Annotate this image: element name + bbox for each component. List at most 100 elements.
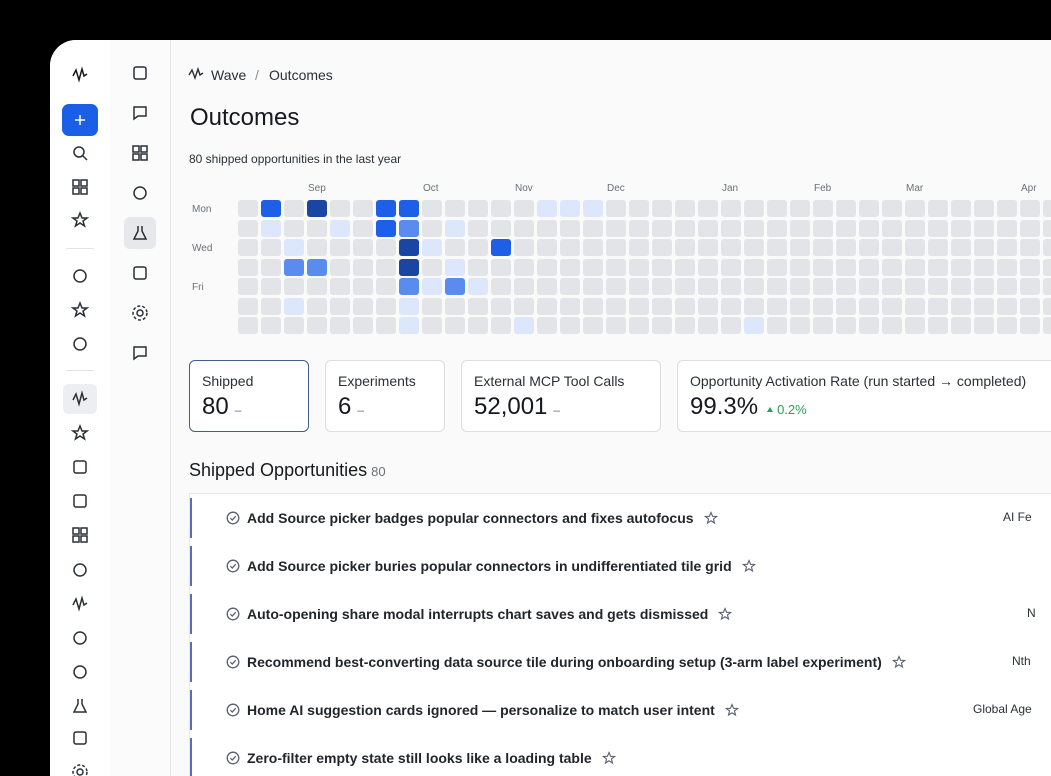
heatmap-cell — [721, 200, 741, 217]
row-title: Add Source picker badges popular connect… — [247, 510, 718, 526]
heatmap-cell — [767, 200, 787, 217]
row-title: Auto-opening share modal interrupts char… — [247, 606, 733, 622]
favorite-star[interactable] — [703, 511, 718, 525]
heatmap-cell — [238, 258, 258, 276]
heatmap-cell — [859, 278, 879, 295]
nav-icon[interactable] — [131, 224, 149, 242]
nav-icon[interactable] — [71, 335, 89, 353]
nav-icon[interactable] — [71, 458, 89, 476]
heatmap-cell — [790, 239, 810, 256]
nav-icon[interactable] — [71, 595, 89, 613]
nav-icon[interactable] — [71, 267, 89, 285]
heatmap-cell — [238, 317, 258, 334]
row-title: Zero-filter empty state still looks like… — [247, 750, 616, 766]
heatmap-cell — [353, 239, 373, 256]
heatmap-cell — [905, 297, 925, 315]
heatmap-cell — [330, 297, 350, 315]
stat-card[interactable]: Experiments 6– — [325, 360, 445, 432]
favorite-star[interactable] — [741, 559, 756, 573]
heatmap-cell — [376, 239, 396, 256]
heatmap-cell — [399, 200, 419, 217]
nav-icon[interactable] — [71, 301, 89, 319]
heatmap-cell — [606, 258, 626, 276]
nav-icon[interactable] — [71, 763, 89, 776]
favorite-star[interactable] — [718, 607, 733, 621]
heatmap-cell — [238, 278, 258, 295]
heatmap-cell — [928, 219, 948, 237]
heatmap-cell — [974, 219, 994, 237]
heatmap-cell — [606, 200, 626, 217]
stat-number: 6 — [338, 393, 352, 420]
heatmap-cell — [583, 219, 603, 237]
stat-card[interactable]: External MCP Tool Calls 52,001– — [461, 360, 661, 432]
heatmap-cell — [629, 239, 649, 256]
heatmap-cell — [514, 239, 534, 256]
row-accent — [190, 690, 192, 730]
heatmap-cell — [698, 200, 718, 217]
nav-icon[interactable] — [131, 184, 149, 202]
heatmap-cell — [261, 200, 281, 217]
nav-icon[interactable] — [71, 697, 89, 715]
nav-icon[interactable] — [71, 66, 89, 84]
heatmap-cell — [767, 278, 787, 295]
nav-icon[interactable] — [71, 729, 89, 747]
heatmap-cell — [1043, 297, 1051, 315]
stat-value: 80– — [202, 393, 241, 421]
nav-icon[interactable] — [71, 561, 89, 579]
secondary-nav — [110, 40, 171, 776]
nav-icon[interactable] — [71, 390, 89, 408]
nav-icon[interactable] — [131, 264, 149, 282]
heatmap-cell — [560, 258, 580, 276]
opportunity-row[interactable]: Zero-filter empty state still looks like… — [190, 734, 1051, 776]
heatmap-cell — [284, 278, 304, 295]
nav-icon[interactable] — [71, 526, 89, 544]
nav-icon[interactable] — [71, 111, 89, 129]
nav-icon[interactable] — [131, 344, 149, 362]
heatmap-cell — [859, 239, 879, 256]
heatmap-cell — [859, 200, 879, 217]
heatmap-cell — [606, 239, 626, 256]
favorite-star[interactable] — [891, 655, 906, 669]
heatmap-cell — [652, 297, 672, 315]
heatmap-cell — [997, 258, 1017, 276]
favorite-star[interactable] — [724, 703, 739, 717]
status-check — [226, 703, 240, 717]
opportunity-row[interactable]: Add Source picker badges popular connect… — [190, 494, 1051, 542]
nav-icon[interactable] — [71, 178, 89, 196]
nav-icon[interactable] — [71, 629, 89, 647]
heatmap-cell — [790, 317, 810, 334]
favorite-star[interactable] — [601, 751, 616, 765]
nav-icon[interactable] — [131, 64, 149, 82]
opportunity-row[interactable]: Auto-opening share modal interrupts char… — [190, 590, 1051, 638]
title-text: Home AI suggestion cards ignored — perso… — [247, 702, 715, 718]
heatmap-cell — [445, 200, 465, 217]
heatmap-cell — [514, 317, 534, 334]
opportunity-row[interactable]: Add Source picker buries popular connect… — [190, 542, 1051, 590]
heatmap-cell — [813, 317, 833, 334]
heatmap-cell — [698, 219, 718, 237]
nav-icon[interactable] — [71, 663, 89, 681]
nav-icon[interactable] — [131, 304, 149, 322]
heatmap-cell — [951, 200, 971, 217]
nav-icon[interactable] — [71, 211, 89, 229]
day-label: Mon — [192, 204, 212, 215]
heatmap-cell — [468, 258, 488, 276]
stat-card[interactable]: Opportunity Activation Rate (run started… — [677, 360, 1051, 432]
nav-icon[interactable] — [71, 424, 89, 442]
nav-icon[interactable] — [131, 144, 149, 162]
nav-icon[interactable] — [71, 144, 89, 162]
stat-delta: 0.2% — [766, 402, 807, 417]
heatmap-cell — [629, 258, 649, 276]
breadcrumb-app[interactable]: Wave — [211, 67, 247, 83]
stat-card[interactable]: Shipped 80– — [189, 360, 309, 432]
heatmap-cell — [721, 219, 741, 237]
opportunity-row[interactable]: Recommend best-converting data source ti… — [190, 638, 1051, 686]
heatmap-cell — [928, 278, 948, 295]
opportunity-row[interactable]: Home AI suggestion cards ignored — perso… — [190, 686, 1051, 734]
heatmap-cell — [790, 297, 810, 315]
heatmap-cell — [399, 317, 419, 334]
heatmap-cell — [675, 278, 695, 295]
nav-icon[interactable] — [131, 104, 149, 122]
stat-delta: – — [553, 403, 561, 417]
nav-icon[interactable] — [71, 492, 89, 510]
